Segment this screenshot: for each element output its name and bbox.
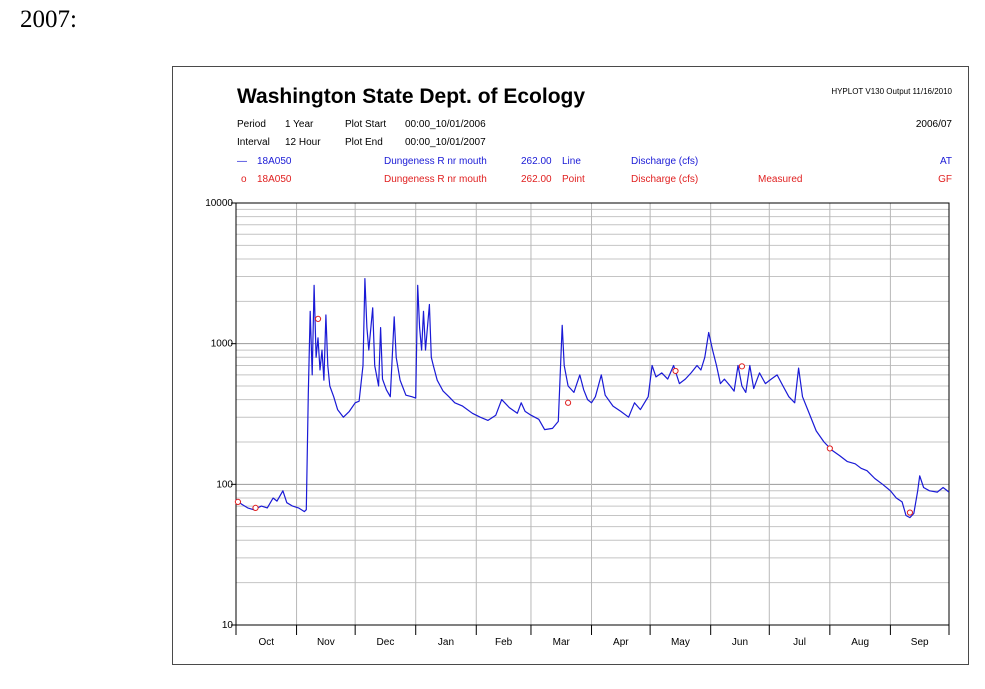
- y-tick-label: 10000: [205, 198, 233, 209]
- legend-point-flag: GF: [938, 174, 952, 185]
- x-tick-label: Jan: [438, 637, 454, 648]
- axes: Oct Nov Dec Jan Feb Mar Apr May Jun Jul Aug Sep 10 10…: [205, 198, 950, 648]
- legend-point-symbol: o: [241, 174, 247, 185]
- measured-point: [672, 367, 679, 375]
- chart-frame: Washington State Dept. of Ecology HYPLOT…: [172, 66, 969, 665]
- plot-end-label: Plot End: [345, 137, 383, 148]
- x-tick-label: Dec: [377, 637, 395, 648]
- period-label: Period: [237, 119, 266, 130]
- legend-line-station: 18A050: [257, 156, 292, 167]
- measured-point: [314, 315, 322, 322]
- hydrograph-chart: Washington State Dept. of Ecology HYPLOT…: [205, 85, 953, 648]
- software-stamp: HYPLOT V130 Output 11/16/2010: [831, 87, 952, 96]
- legend-line-symbol: —: [237, 156, 247, 167]
- x-tick-label: Sep: [911, 637, 929, 648]
- interval-value: 12 Hour: [285, 137, 321, 148]
- plot-border: [235, 202, 950, 626]
- legend-line-flag: AT: [940, 156, 952, 167]
- x-tick-label: Jun: [732, 637, 748, 648]
- measured-point: [564, 399, 572, 406]
- x-tick-label: Mar: [553, 637, 571, 648]
- legend-point-code: 262.00: [521, 174, 552, 185]
- period-value: 1 Year: [285, 119, 314, 130]
- interval-label: Interval: [237, 137, 270, 148]
- legend-point-site: Dungeness R nr mouth: [384, 174, 487, 185]
- x-tick-label: Apr: [613, 637, 629, 648]
- discharge-line: [235, 278, 950, 519]
- x-tick-label: Feb: [495, 637, 513, 648]
- plot-start-label: Plot Start: [345, 119, 386, 130]
- chart-title: Washington State Dept. of Ecology: [237, 85, 585, 108]
- legend-line-parameter: Discharge (cfs): [631, 156, 698, 167]
- y-tick-label: 10: [222, 620, 234, 631]
- grid: [236, 203, 949, 625]
- measured-point: [738, 363, 746, 370]
- x-tick-label: Nov: [317, 637, 335, 648]
- measured-point: [234, 498, 242, 506]
- plot-end-value: 00:00_10/01/2007: [405, 137, 486, 148]
- legend-line-code: 262.00: [521, 156, 552, 167]
- legend-point-note: Measured: [758, 174, 802, 185]
- measured-point: [252, 504, 259, 511]
- x-tick-label: Aug: [851, 637, 869, 648]
- legend-point-style: Point: [562, 174, 585, 185]
- legend-line-site: Dungeness R nr mouth: [384, 156, 487, 167]
- plot-start-value: 00:00_10/01/2006: [405, 119, 486, 130]
- measured-point: [906, 509, 914, 516]
- x-tick-label: May: [671, 637, 690, 648]
- data-series: [234, 278, 950, 519]
- legend-point-station: 18A050: [257, 174, 292, 185]
- x-tick-label: Oct: [258, 637, 274, 648]
- x-tick-label: Jul: [793, 637, 806, 648]
- y-tick-label: 100: [216, 479, 233, 490]
- legend-line-style: Line: [562, 156, 581, 167]
- measured-point: [826, 445, 833, 452]
- water-year-label: 2006/07: [916, 119, 953, 130]
- y-tick-label: 1000: [211, 339, 234, 350]
- legend-point-parameter: Discharge (cfs): [631, 174, 698, 185]
- document-heading: 2007:: [20, 6, 77, 33]
